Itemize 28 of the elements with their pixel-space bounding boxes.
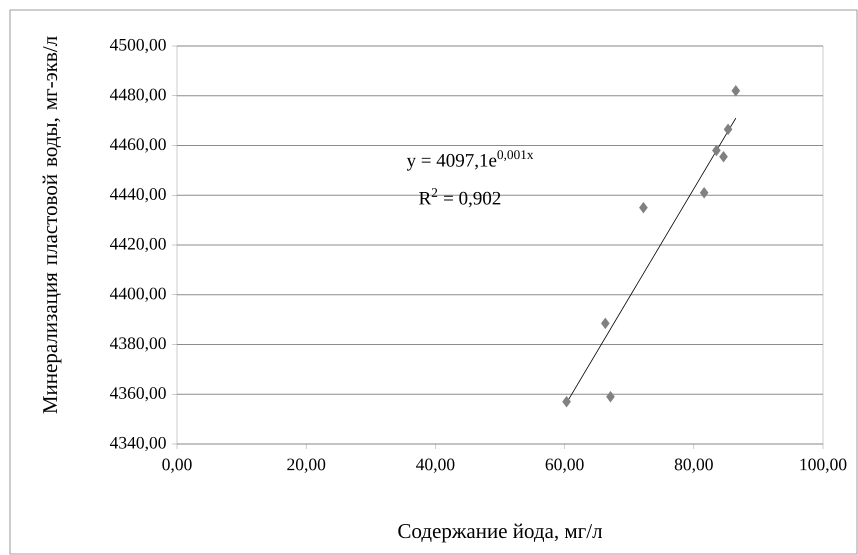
y-tick-label: 4480,00: [110, 88, 166, 103]
point: [731, 85, 740, 96]
point: [712, 144, 721, 156]
x-tick-label: 80,00: [674, 458, 713, 473]
x-tick-label: 20,00: [287, 458, 326, 473]
point: [724, 124, 732, 136]
point: [700, 187, 708, 198]
point: [719, 150, 728, 162]
y-tick-label: 4500,00: [110, 38, 166, 54]
y-tick-label: 4440,00: [110, 188, 166, 202]
annotation: R$^{2}$ = 0,902: [419, 188, 500, 208]
x-tick-label: 60,00: [546, 458, 584, 473]
x-tick-label: 0,00: [162, 458, 192, 473]
annotation: y = 4097,1e$^{0,001x}$: [406, 150, 534, 171]
y-tick-label: 4340,00: [110, 436, 166, 452]
x-tick-label: 100,00: [800, 458, 846, 473]
point: [562, 396, 571, 408]
x-tick-label: 40,00: [416, 458, 454, 473]
x-axis-title: Содержание йода, мг/л: [398, 524, 602, 542]
y-axis-title: Минерализация пластовой воды, мг-экв/л: [42, 36, 62, 414]
y-tick-label: 4380,00: [110, 337, 166, 352]
point: [639, 202, 648, 214]
y-tick-label: 4400,00: [110, 288, 166, 302]
y-tick-label: 4420,00: [110, 238, 166, 252]
y-tick-label: 4360,00: [110, 387, 166, 402]
point: [606, 391, 615, 402]
y-tick-label: 4460,00: [110, 138, 166, 153]
point: [600, 318, 610, 330]
